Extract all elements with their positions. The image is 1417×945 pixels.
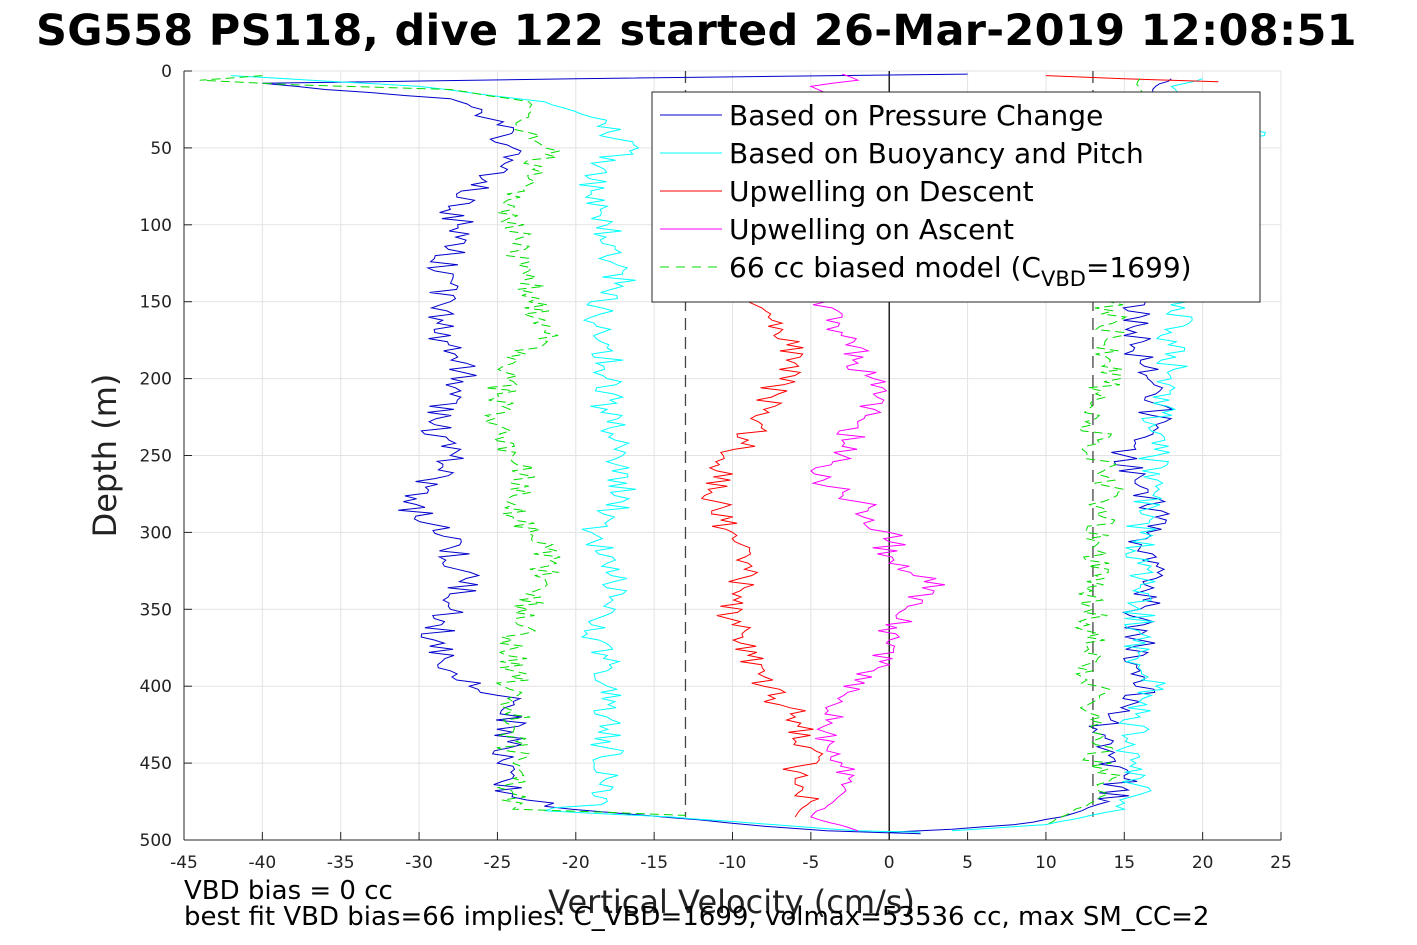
footer-vbd-bias: VBD bias = 0 cc [184,876,393,906]
series-line [1045,75,1219,83]
x-tick-label: -10 [719,853,747,873]
x-axis-label: Vertical Velocity (cm/s) [548,883,915,921]
y-tick-label: 0 [161,62,172,82]
y-tick-label: 100 [140,216,172,236]
x-tick-label: -30 [405,853,433,873]
y-tick-label: 350 [140,600,172,620]
series-line [199,75,686,816]
legend-label: Based on Buoyancy and Pitch [729,137,1144,170]
legend-label: Based on Pressure Change [729,99,1103,132]
x-tick-labels: -45 -40 -35 -30 -25 -20 -15 -10 -5 0 5 10 15 20 25 [170,853,1292,873]
chart-title: SG558 PS118, dive 122 started 26-Mar-201… [36,6,1357,56]
x-tick-label: -5 [802,853,819,873]
x-tick-label: -20 [562,853,590,873]
y-tick-label: 450 [140,754,172,774]
y-tick-label: 400 [140,677,172,697]
y-tick-label: 300 [140,523,172,543]
legend-box [651,91,1261,303]
x-tick-label: 15 [1113,853,1135,873]
x-tick-label: 5 [962,853,973,873]
axes [183,70,1282,841]
x-tick-label: 0 [884,853,895,873]
x-tick-label: -25 [484,853,512,873]
x-tick-label: -40 [248,853,276,873]
y-tick-label: 200 [140,370,172,390]
y-axis-label: Depth (m) [86,374,124,538]
legend: Based on Pressure Change Based on Buoyanc… [651,91,1261,303]
y-tick-label: 150 [140,293,172,313]
x-tick-label: 10 [1035,853,1057,873]
x-tick-label: 20 [1192,853,1214,873]
x-tick-label: -45 [170,853,198,873]
x-tick-label: 25 [1270,853,1292,873]
series-line [700,301,824,818]
y-tick-label: 250 [140,447,172,467]
series-line [809,73,860,95]
y-tick-label: 50 [150,139,172,159]
x-tick-label: -15 [640,853,668,873]
footer-best-fit: best fit VBD bias=66 implies: C_VBD=1699… [184,902,1210,932]
legend-label: Upwelling on Ascent [729,213,1014,246]
legend-label: Upwelling on Descent [729,175,1034,208]
y-tick-labels: 0 50 100 150 200 250 300 350 400 450 500 [140,62,172,851]
series-line [810,301,945,832]
y-tick-label: 500 [140,831,172,851]
x-tick-label: -35 [327,853,355,873]
series-line [230,75,921,833]
